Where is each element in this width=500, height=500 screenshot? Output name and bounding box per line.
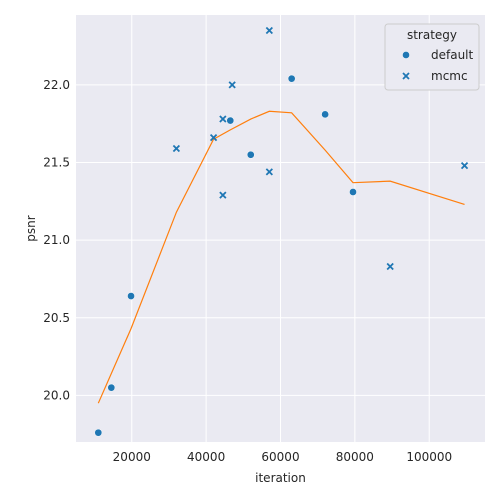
point-mcmc <box>209 134 218 142</box>
legend-item-default: default <box>402 48 474 62</box>
data-points <box>94 26 469 437</box>
point-mcmc <box>219 115 227 123</box>
y-tick-label: 22.0 <box>43 78 70 92</box>
x-tick-label: 40000 <box>187 450 225 464</box>
y-tick-label: 20.5 <box>43 311 70 325</box>
point-mcmc <box>219 191 227 199</box>
x-tick-label: 60000 <box>261 450 299 464</box>
point-mcmc <box>265 168 273 176</box>
point-mcmc <box>386 262 394 271</box>
x-tick-label: 80000 <box>336 450 374 464</box>
x-marker-stroke <box>460 161 469 170</box>
x-tick-label: 100000 <box>406 450 452 464</box>
point-mcmc <box>228 81 236 89</box>
point-default <box>107 383 116 392</box>
point-default <box>287 74 296 83</box>
x-axis-label: iteration <box>255 471 306 485</box>
legend-item-mcmc: mcmc <box>402 69 468 83</box>
trend-line <box>97 110 465 404</box>
point-mcmc <box>265 26 273 35</box>
legend-entries: default mcmc <box>402 48 474 83</box>
legend: strategy default mcmc <box>384 23 480 91</box>
y-axis-label: psnr <box>24 215 38 241</box>
x-marker-stroke <box>265 26 273 35</box>
legend-marker-default <box>402 51 410 59</box>
point-mcmc <box>172 144 181 153</box>
x-marker-stroke <box>209 134 218 142</box>
x-marker-stroke <box>172 144 181 153</box>
x-marker-stroke <box>402 72 410 80</box>
x-marker-stroke <box>219 115 227 123</box>
legend-label-default: default <box>431 48 474 62</box>
point-mcmc <box>460 161 469 170</box>
point-default <box>94 428 103 437</box>
x-marker-stroke <box>265 168 273 176</box>
point-default <box>349 188 357 196</box>
y-tick-label: 21.0 <box>43 233 70 247</box>
legend-label-mcmc: mcmc <box>431 69 468 83</box>
point-default <box>127 292 135 300</box>
x-tick-label: 20000 <box>113 450 151 464</box>
y-tick-label: 21.5 <box>43 156 70 170</box>
y-tick-label: 20.0 <box>43 388 70 402</box>
y-tick-labels: 20.0 20.5 21.0 21.5 22.0 <box>43 78 70 403</box>
x-marker-stroke <box>219 191 227 199</box>
point-default <box>226 116 235 125</box>
legend-marker-mcmc <box>402 72 410 80</box>
x-tick-labels: 20000 40000 60000 80000 100000 <box>113 450 452 464</box>
point-default <box>321 110 329 119</box>
x-marker-stroke <box>228 81 236 89</box>
x-marker-stroke <box>386 262 394 271</box>
point-default <box>246 150 255 159</box>
legend-title: strategy <box>407 28 457 42</box>
